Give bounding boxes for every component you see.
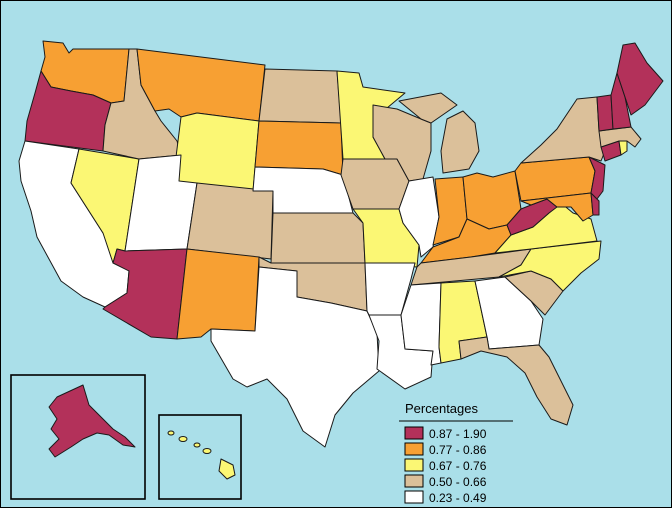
state-colorado: [186, 182, 274, 260]
state-kansas: [270, 212, 366, 264]
state-maine: [616, 42, 664, 116]
state-hawaii: [167, 430, 236, 480]
state-new-jersey: [588, 156, 606, 200]
alaska-inset-frame: [10, 374, 146, 500]
state-new-york: [520, 96, 606, 164]
legend-label-0: 0.87 - 1.90: [429, 427, 487, 441]
legend-swatch-1: [404, 442, 424, 456]
state-texas: [210, 266, 380, 448]
state-new-hampshire: [610, 72, 632, 130]
hawaii-inset-frame: [158, 414, 242, 500]
legend-swatch-2: [404, 458, 424, 472]
state-wyoming: [172, 112, 260, 192]
state-rhode-island: [618, 140, 628, 156]
state-illinois: [398, 176, 440, 258]
legend-swatch-3: [404, 474, 424, 488]
legend-label-1: 0.77 - 0.86: [429, 443, 487, 457]
state-new-mexico: [176, 248, 260, 340]
legend: Percentages 0.87 - 1.90 0.77 - 0.86 0.67 -…: [399, 401, 513, 505]
legend-swatch-0: [404, 426, 424, 440]
legend-label-2: 0.67 - 0.76: [429, 459, 487, 473]
legend-swatch-4: [404, 490, 424, 504]
state-iowa: [340, 158, 410, 210]
state-massachusetts: [598, 126, 642, 148]
legend-label-4: 0.23 - 0.49: [429, 491, 487, 505]
state-vermont: [596, 94, 614, 132]
legend-title: Percentages: [405, 401, 478, 416]
state-alaska: [48, 384, 136, 458]
state-michigan: [398, 92, 480, 174]
legend-label-3: 0.50 - 0.66: [429, 475, 487, 489]
state-north-dakota: [258, 68, 342, 124]
state-florida: [458, 336, 574, 426]
state-montana: [136, 48, 266, 122]
